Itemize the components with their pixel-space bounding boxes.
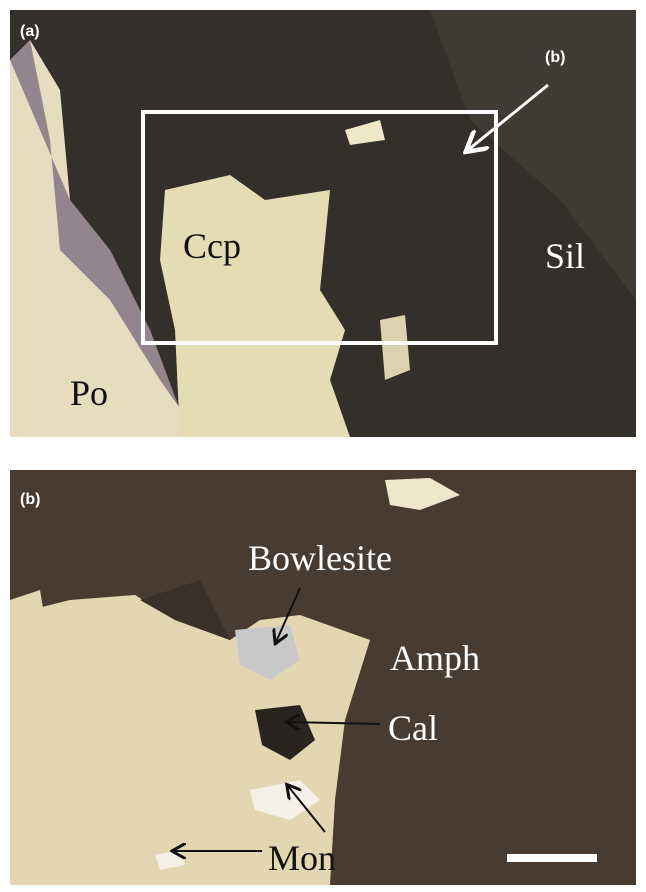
mineral-label: Cal (388, 708, 438, 748)
panel-label: (a) (20, 23, 40, 40)
mineral-label: Bowlesite (248, 538, 392, 578)
panel-b: (b) Bowlesite Amph Cal Mon (10, 470, 636, 885)
mineral-label: Amph (390, 638, 480, 678)
panel-label: (b) (20, 491, 40, 508)
grain (380, 315, 410, 380)
mineral-label: Ccp (183, 226, 241, 266)
mineral-label: Mon (268, 838, 336, 878)
ccp-grain (160, 175, 350, 437)
figure: (a) (b) Ccp Sil Po (b) Bowlesite Amph Ca… (0, 0, 646, 892)
panel-a: (a) (b) Ccp Sil Po (10, 10, 636, 437)
mineral-label: Sil (545, 236, 585, 276)
inset-label: (b) (545, 49, 565, 66)
mineral-label: Po (70, 373, 108, 413)
